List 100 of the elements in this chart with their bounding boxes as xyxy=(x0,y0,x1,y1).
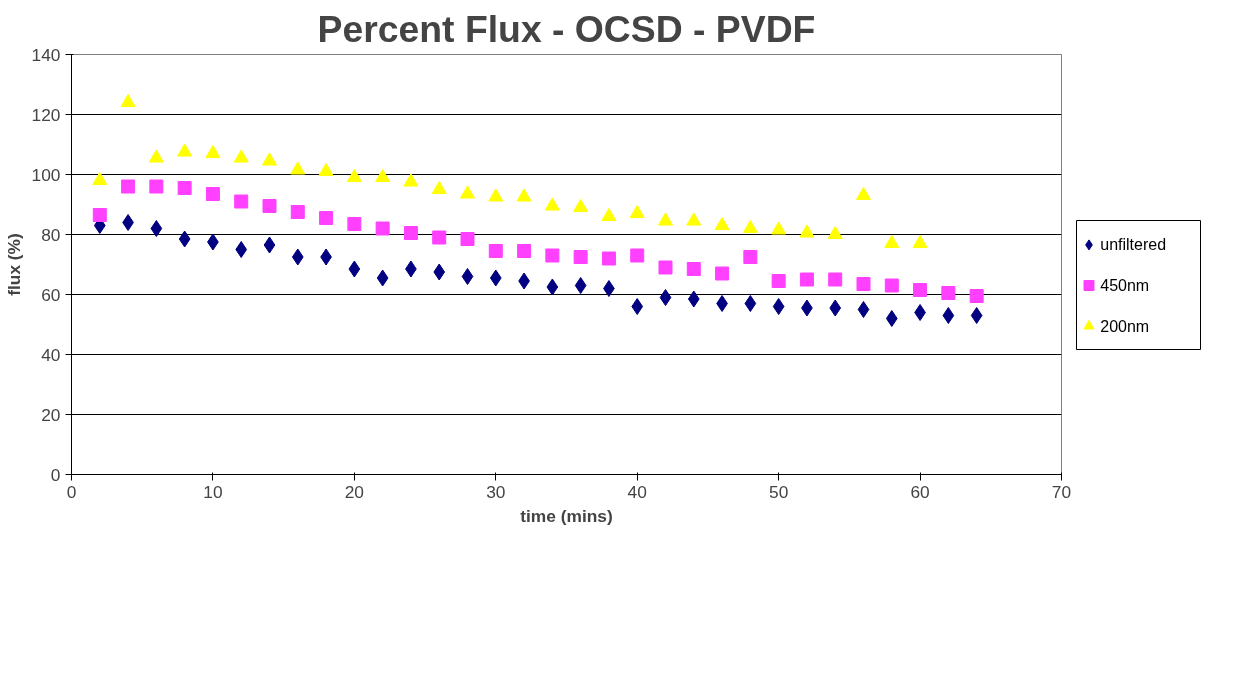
y-tick-label: 20 xyxy=(41,404,61,425)
point xyxy=(348,260,361,278)
point xyxy=(828,272,843,287)
point xyxy=(942,307,955,324)
point xyxy=(205,187,220,201)
point xyxy=(829,299,842,317)
legend-label: 450nm xyxy=(1100,277,1150,294)
point xyxy=(262,152,277,166)
point xyxy=(431,180,447,195)
x-tick-label: 50 xyxy=(769,481,789,502)
point xyxy=(148,149,164,163)
legend-label: unfiltered xyxy=(1100,236,1167,254)
x-tick-label: 0 xyxy=(66,481,77,502)
point xyxy=(403,173,419,187)
point xyxy=(290,161,306,175)
point xyxy=(885,310,898,327)
point xyxy=(912,234,928,249)
point xyxy=(545,248,560,263)
point xyxy=(516,188,532,202)
point xyxy=(631,298,644,315)
point xyxy=(150,220,163,237)
point xyxy=(432,230,447,245)
point xyxy=(884,278,899,293)
x-tick-label: 40 xyxy=(627,481,647,502)
point xyxy=(716,295,728,312)
point xyxy=(658,212,673,226)
point xyxy=(92,171,108,186)
point xyxy=(715,266,730,281)
x-tick-label: 70 xyxy=(1051,481,1072,502)
point xyxy=(857,301,870,318)
point xyxy=(375,168,391,183)
point xyxy=(433,263,446,281)
point xyxy=(177,143,193,157)
point xyxy=(233,149,249,163)
point xyxy=(122,214,134,231)
point xyxy=(969,289,984,303)
point xyxy=(970,307,983,324)
point xyxy=(319,211,334,225)
point xyxy=(375,221,390,236)
point xyxy=(603,280,615,297)
point xyxy=(941,286,956,300)
x-tick-label: 30 xyxy=(486,481,506,502)
point xyxy=(884,234,900,249)
point xyxy=(771,221,787,235)
y-tick-label: 100 xyxy=(31,164,61,185)
point xyxy=(517,244,532,258)
point xyxy=(488,244,503,258)
point xyxy=(771,274,786,288)
point xyxy=(376,269,389,287)
point xyxy=(347,217,362,231)
point xyxy=(488,188,504,202)
point xyxy=(489,269,502,287)
point xyxy=(601,207,617,222)
point xyxy=(687,290,700,308)
point xyxy=(235,241,248,258)
point xyxy=(177,181,192,195)
y-axis-title: flux (%) xyxy=(3,233,24,296)
point xyxy=(914,304,926,321)
point xyxy=(262,199,277,213)
point xyxy=(403,226,418,240)
x-tick-label: 10 xyxy=(203,481,223,502)
point xyxy=(772,298,785,315)
point xyxy=(742,219,758,234)
x-tick-label: 20 xyxy=(344,481,364,502)
point xyxy=(460,185,475,199)
point xyxy=(799,224,815,238)
point xyxy=(744,295,757,312)
point xyxy=(460,232,475,246)
point xyxy=(149,179,164,194)
point xyxy=(856,186,871,201)
point xyxy=(856,277,871,291)
y-tick-label: 40 xyxy=(41,344,61,365)
point xyxy=(827,225,843,240)
point xyxy=(913,283,928,297)
point xyxy=(318,162,334,177)
chart-title: Percent Flux - OCSD - PVDF xyxy=(317,7,816,50)
y-tick-label: 80 xyxy=(41,224,61,245)
point xyxy=(743,250,758,264)
point xyxy=(346,168,362,183)
point xyxy=(573,198,589,213)
point xyxy=(658,260,673,275)
x-tick-label: 60 xyxy=(910,481,930,502)
point xyxy=(544,197,560,211)
y-tick-label: 0 xyxy=(50,464,61,485)
point xyxy=(659,289,672,306)
point xyxy=(601,251,616,266)
y-tick-label: 60 xyxy=(41,284,61,305)
x-axis-title: time (mins) xyxy=(520,505,613,526)
point xyxy=(461,268,474,285)
point xyxy=(263,236,276,254)
point xyxy=(291,248,304,266)
point xyxy=(120,93,136,108)
point xyxy=(92,208,107,222)
point xyxy=(290,205,305,219)
point xyxy=(546,278,559,296)
point xyxy=(686,212,702,226)
point xyxy=(121,179,136,194)
point xyxy=(205,144,221,159)
point xyxy=(178,230,191,248)
point xyxy=(630,248,645,263)
